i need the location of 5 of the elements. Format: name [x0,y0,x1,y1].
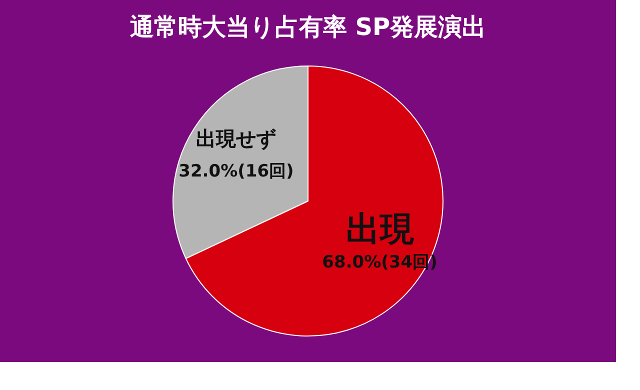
slice-label: 出現せず [196,126,276,150]
data-label: 68.0%(34回) [322,252,438,273]
data-label: 32.0%(16回) [178,161,294,182]
slice-label: 出現 [346,210,414,250]
chart-title: 通常時大当り占有率 SP発展演出 [128,13,486,41]
